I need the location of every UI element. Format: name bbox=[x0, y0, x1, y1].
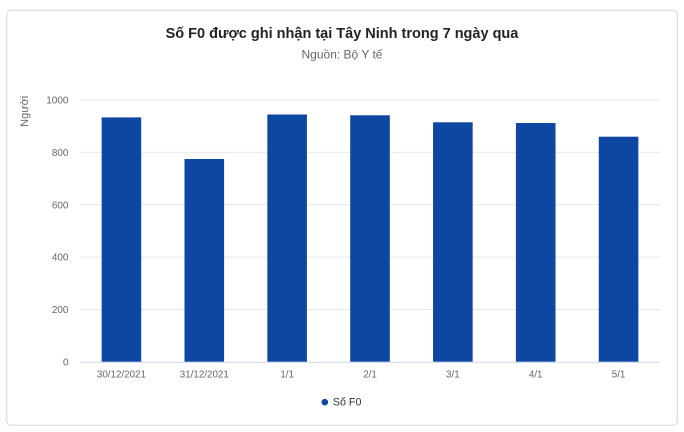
svg-text:200: 200 bbox=[52, 305, 69, 316]
svg-text:3/1: 3/1 bbox=[446, 370, 460, 381]
svg-text:1000: 1000 bbox=[46, 96, 69, 107]
svg-text:600: 600 bbox=[52, 200, 69, 211]
svg-text:Người: Người bbox=[19, 96, 31, 127]
svg-text:5/1: 5/1 bbox=[612, 370, 626, 381]
svg-text:0: 0 bbox=[63, 358, 69, 369]
svg-text:31/12/2021: 31/12/2021 bbox=[180, 370, 229, 381]
svg-text:1/1: 1/1 bbox=[280, 370, 294, 381]
svg-text:Nguồn: Bộ Y tế: Nguồn: Bộ Y tế bbox=[302, 48, 383, 62]
svg-text:Số F0: Số F0 bbox=[333, 396, 362, 408]
svg-text:Số F0 được ghi nhận tại Tây Ni: Số F0 được ghi nhận tại Tây Ninh trong 7… bbox=[166, 26, 520, 42]
svg-text:30/12/2021: 30/12/2021 bbox=[97, 370, 146, 381]
svg-text:2/1: 2/1 bbox=[363, 370, 377, 381]
svg-text:400: 400 bbox=[52, 253, 69, 264]
svg-text:4/1: 4/1 bbox=[529, 370, 543, 381]
svg-text:800: 800 bbox=[52, 148, 69, 159]
